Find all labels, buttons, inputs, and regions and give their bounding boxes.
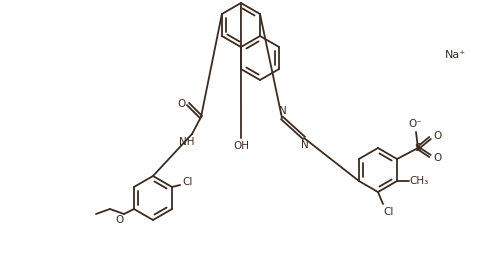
Text: S: S — [414, 143, 422, 153]
Text: O⁻: O⁻ — [408, 119, 422, 129]
Text: O: O — [177, 99, 185, 109]
Text: O: O — [434, 131, 442, 141]
Text: Cl: Cl — [384, 207, 394, 217]
Text: CH₃: CH₃ — [409, 176, 429, 186]
Text: O: O — [116, 215, 124, 225]
Text: N: N — [279, 106, 287, 116]
Text: O: O — [434, 153, 442, 163]
Text: NH: NH — [179, 137, 195, 147]
Text: Cl: Cl — [183, 177, 193, 187]
Text: OH: OH — [233, 141, 249, 151]
Text: Na⁺: Na⁺ — [444, 50, 466, 60]
Text: N: N — [301, 140, 309, 150]
